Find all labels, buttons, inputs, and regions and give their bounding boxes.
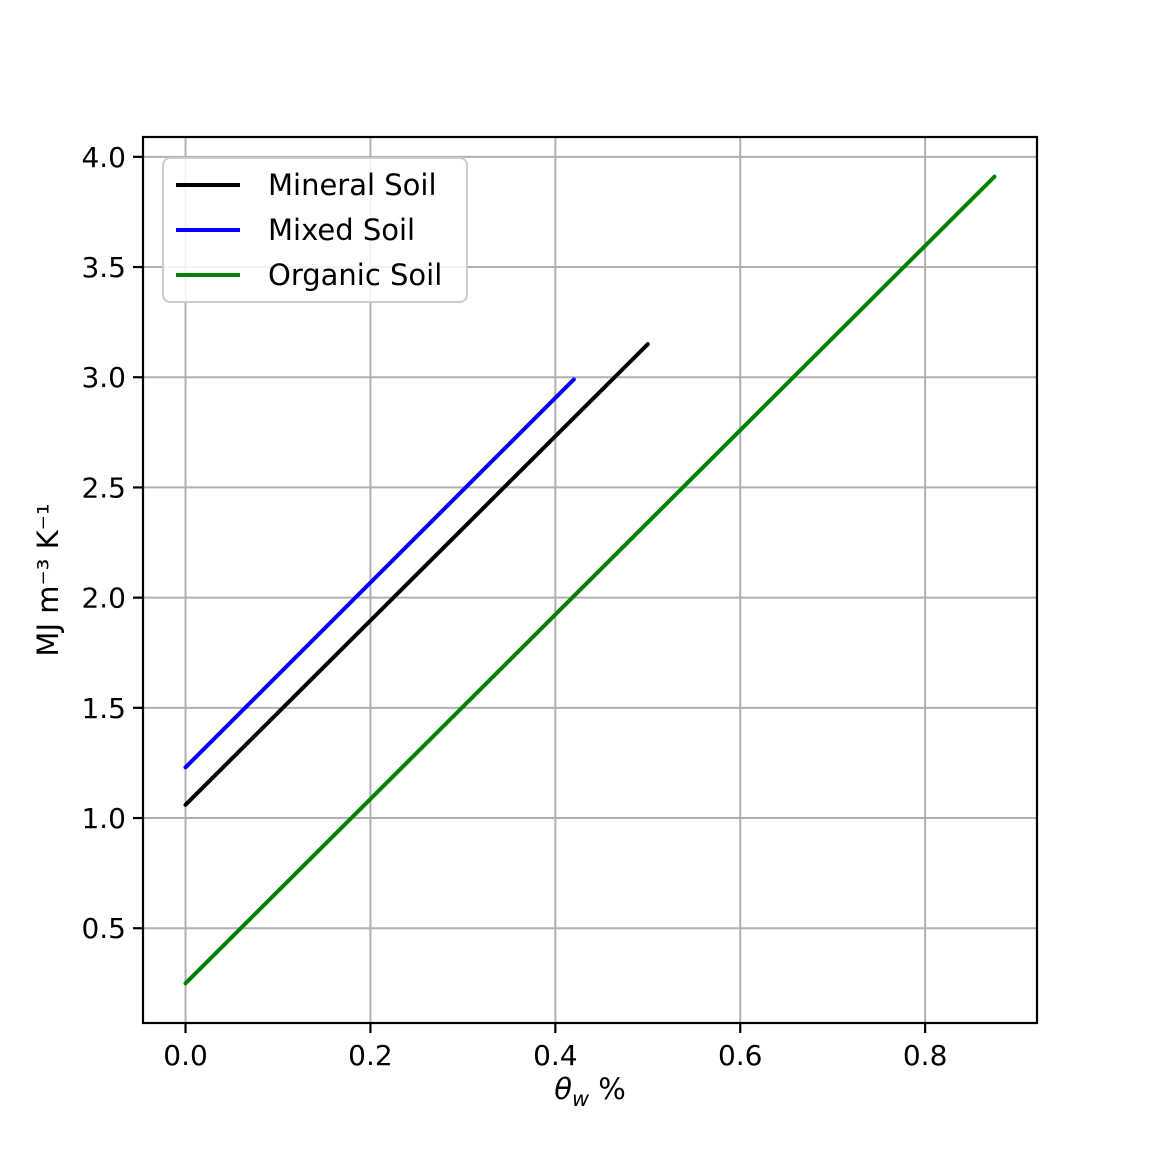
y-axis-label: MJ m⁻³ K⁻¹ [31, 503, 65, 657]
x-tick-label: 0.8 [903, 1039, 948, 1072]
x-tick-label: 0.6 [718, 1039, 763, 1072]
legend-label-mixed: Mixed Soil [268, 212, 416, 247]
y-tick-label: 0.5 [81, 912, 126, 945]
legend-entry-organic-soil: Organic Soil [164, 258, 466, 292]
legend-line-sample-mineral [176, 183, 240, 188]
x-tick-label: 0.2 [348, 1039, 393, 1072]
y-tick-label: 3.0 [81, 361, 126, 394]
series-line-organic-soil [183, 174, 997, 986]
legend-entry-mineral-soil: Mineral Soil [164, 168, 466, 202]
theta-symbol: θ [554, 1072, 572, 1106]
x-tick-label: 0.4 [533, 1039, 578, 1072]
x-tick-label: 0.0 [163, 1039, 208, 1072]
legend-label-mineral: Mineral Soil [268, 168, 437, 203]
y-tick-label: 2.0 [81, 582, 126, 615]
theta-subscript: w [571, 1086, 590, 1111]
series-line-mixed-soil [183, 377, 576, 770]
legend-entry-mixed-soil: Mixed Soil [164, 213, 466, 247]
y-tick-label: 3.5 [81, 251, 126, 284]
x-axis-label-suffix: % [589, 1072, 626, 1106]
legend-label-organic: Organic Soil [268, 257, 443, 292]
axes-spines [141, 135, 1039, 1025]
legend-line-sample-mixed [176, 227, 240, 232]
y-tick-label: 2.5 [81, 471, 126, 504]
series-line-mineral-soil [183, 342, 650, 807]
y-tick-label: 1.5 [81, 692, 126, 725]
x-axis-label: θw % [554, 1072, 626, 1111]
legend-line-sample-organic [176, 272, 240, 277]
legend: Mineral Soil Mixed Soil Organic Soil [162, 157, 468, 303]
y-tick-label: 1.0 [81, 802, 126, 835]
y-tick-label: 4.0 [81, 141, 126, 174]
